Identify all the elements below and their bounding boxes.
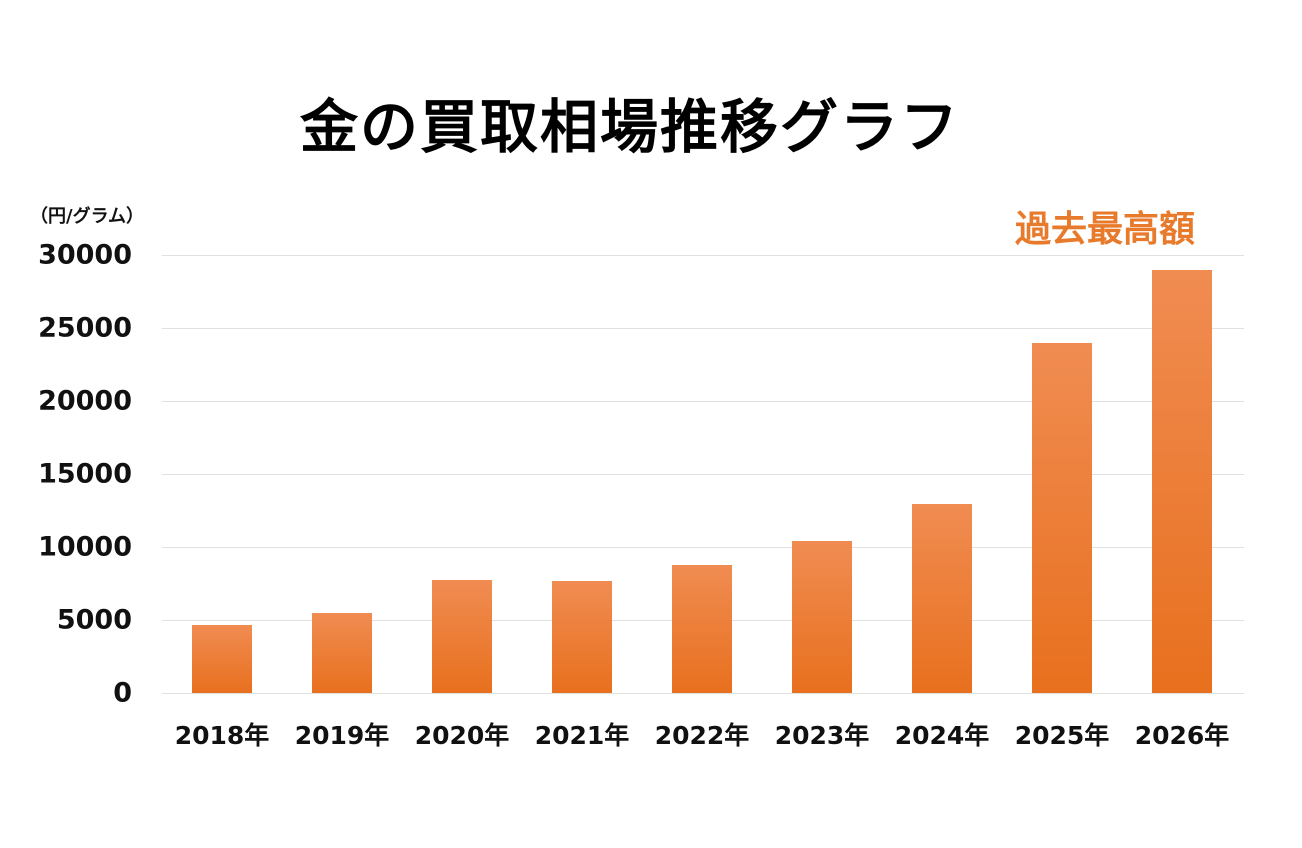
x-tick-label: 2021年	[534, 721, 630, 750]
y-axis-unit-label: （円/グラム）	[30, 206, 145, 227]
bar-2018年	[192, 625, 252, 693]
bar-2022年	[672, 564, 732, 693]
x-tick-label: 2022年	[654, 721, 750, 750]
bar-2020年	[432, 580, 492, 693]
x-tick-label: 2026年	[1134, 721, 1230, 750]
bar-2019年	[312, 613, 372, 693]
gridline	[162, 474, 1244, 475]
bar-2021年	[552, 581, 612, 693]
gridline	[162, 693, 1244, 694]
x-tick-label: 2020年	[414, 721, 510, 750]
y-tick-label: 0	[113, 677, 132, 709]
gridline	[162, 547, 1244, 548]
bar-2023年	[792, 541, 852, 693]
x-tick-label: 2018年	[174, 721, 270, 750]
x-tick-label: 2024年	[894, 721, 990, 750]
chart-title: 金の買取相場推移グラフ	[299, 93, 960, 161]
x-tick-label: 2023年	[774, 721, 870, 750]
gridline	[162, 328, 1244, 329]
y-tick-label: 5000	[56, 604, 132, 636]
plot-area	[162, 255, 1244, 694]
gridline	[162, 401, 1244, 402]
x-tick-label: 2019年	[294, 721, 390, 750]
y-tick-label: 15000	[38, 458, 132, 490]
y-tick-label: 10000	[38, 531, 132, 563]
y-tick-label: 25000	[38, 312, 132, 344]
bar-2024年	[912, 503, 972, 693]
gridline	[162, 255, 1244, 256]
record-high-annotation: 過去最高額	[1015, 209, 1196, 250]
x-tick-label: 2025年	[1014, 721, 1110, 750]
bar-2026年	[1152, 270, 1212, 693]
bar-2025年	[1032, 343, 1092, 693]
y-tick-label: 30000	[38, 239, 132, 271]
y-tick-label: 20000	[38, 385, 132, 417]
